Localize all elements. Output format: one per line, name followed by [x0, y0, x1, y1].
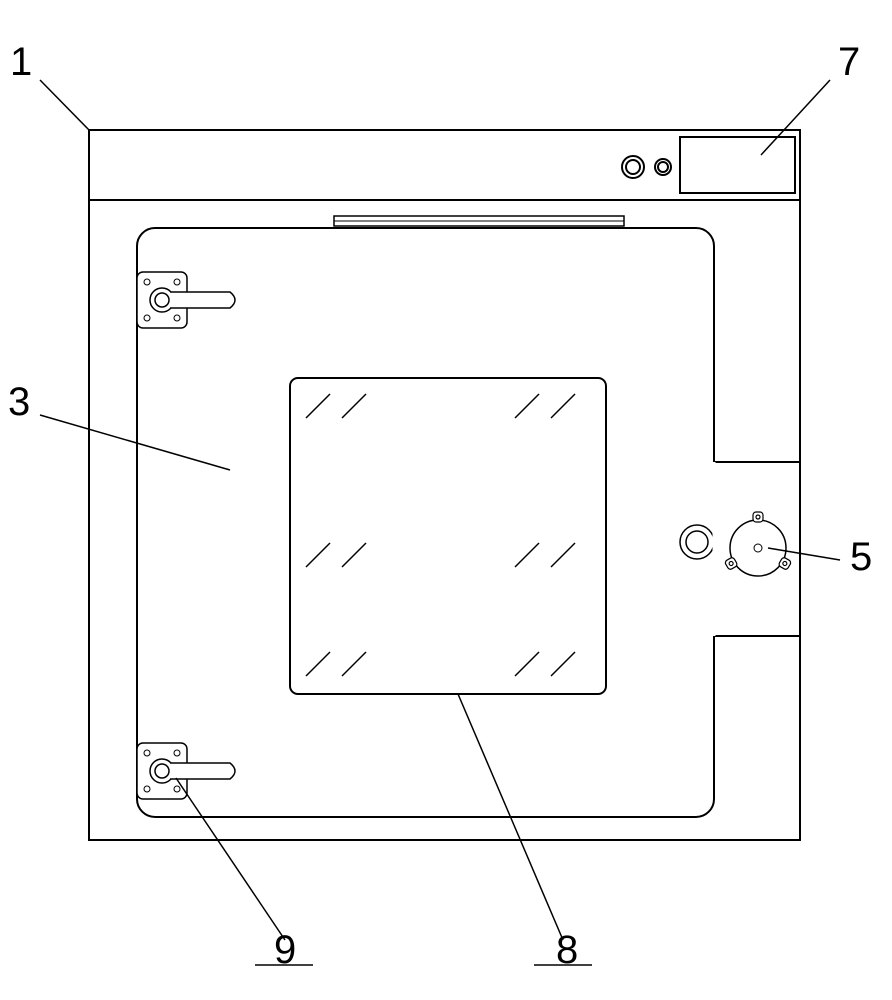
button-small-inner-icon: [658, 162, 668, 172]
label-7: 7: [838, 40, 860, 85]
label-8: 8: [556, 928, 578, 973]
technical-drawing-svg: [0, 0, 892, 1000]
button-large-inner-icon: [626, 160, 640, 174]
door-handle: [680, 525, 714, 559]
label-5: 5: [850, 535, 872, 580]
door: [137, 228, 714, 817]
outer-frame: [89, 130, 800, 840]
hinge-bottom: [137, 743, 235, 799]
display-panel: [680, 137, 795, 193]
label-9: 9: [274, 928, 296, 973]
window-hatches: [306, 394, 575, 676]
diagram-canvas: 1 7 3 5 8 9: [0, 0, 892, 1000]
label-1: 1: [10, 40, 32, 85]
label-3: 3: [8, 380, 30, 425]
hinge-top: [137, 272, 235, 328]
window: [290, 378, 606, 694]
